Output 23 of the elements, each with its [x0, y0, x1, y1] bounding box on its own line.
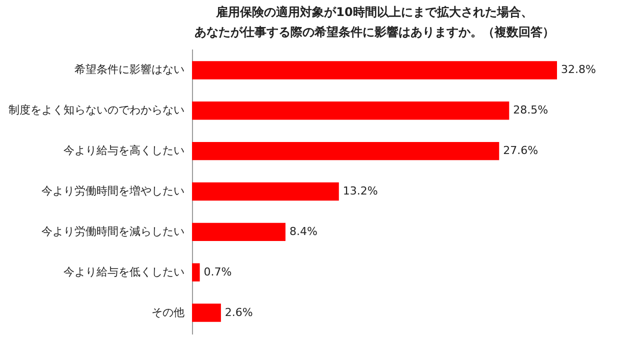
chart-title: 雇用保険の適用対象が10時間以上にまで拡大された場合、	[215, 5, 533, 19]
y-tick-label: 今より給与を高くしたい	[64, 144, 184, 158]
bar	[192, 182, 339, 201]
y-tick-label: 今より労働時間を増やしたい	[42, 184, 184, 198]
y-tick-label: 制度をよく知らないのでわからない	[8, 104, 184, 117]
chart-subtitle: あなたが仕事する際の希望条件に影響はありますか。（複数回答）	[194, 25, 554, 39]
data-label: 32.8%	[561, 63, 596, 76]
data-label: 0.7%	[204, 265, 232, 278]
data-label: 28.5%	[513, 104, 548, 117]
y-tick-label: その他	[152, 306, 184, 319]
bar	[192, 304, 221, 322]
bar	[192, 222, 286, 242]
y-tick-label: 今より給与を低くしたい	[64, 265, 184, 278]
data-label: 2.6%	[224, 306, 253, 319]
y-tick-label: 今より労働時間を減らしたい	[42, 224, 184, 238]
bar	[192, 142, 500, 160]
data-label: 27.6%	[503, 144, 538, 158]
bar	[192, 263, 200, 282]
y-tick-label: 希望条件に影響はない	[74, 63, 184, 76]
data-label: 8.4%	[289, 224, 318, 238]
bar	[192, 102, 510, 120]
bar	[192, 61, 557, 80]
data-label: 13.2%	[342, 184, 378, 198]
